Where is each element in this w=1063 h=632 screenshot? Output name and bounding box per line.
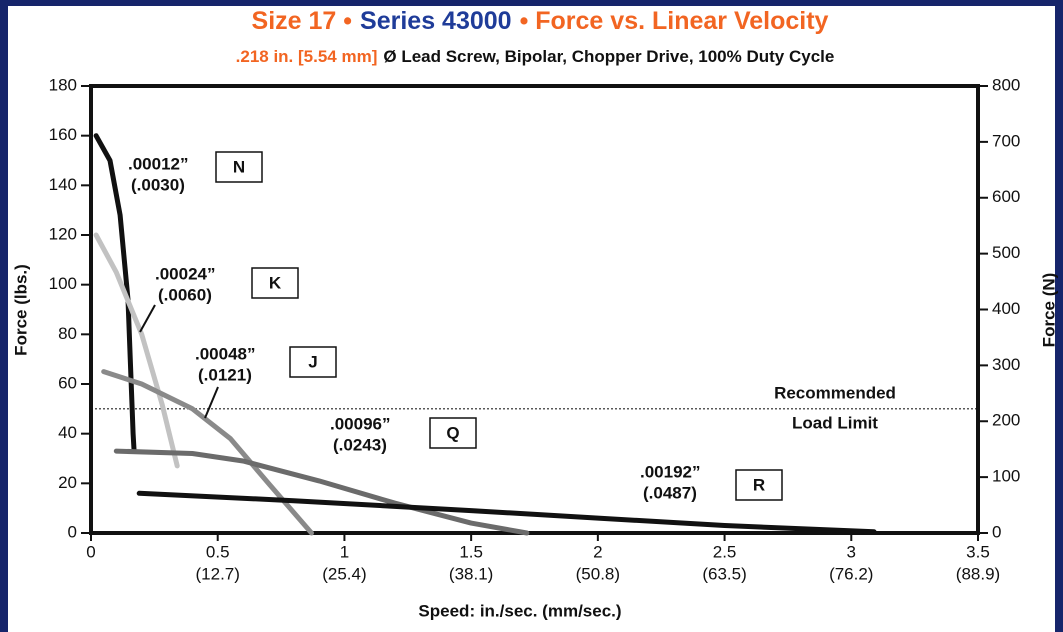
x-tick-mm-label: (63.5)	[702, 564, 746, 583]
y-tick-label: 60	[58, 373, 77, 392]
y2-tick-label: 500	[992, 243, 1020, 262]
series-lead-mm: (.0030)	[131, 175, 185, 194]
series-lead-mm: (.0060)	[158, 285, 212, 304]
legend-entry: R	[753, 475, 765, 494]
y-axis-label: Force (lbs.)	[11, 264, 30, 356]
y2-tick-label: 400	[992, 299, 1020, 318]
x-tick-mm-label: (76.2)	[829, 564, 873, 583]
x-tick-label: 0	[86, 542, 95, 561]
chart-title: Size 17 • Series 43000 • Force vs. Linear …	[252, 7, 829, 35]
x-tick-label: 0.5	[206, 542, 230, 561]
y-tick-label: 180	[49, 75, 77, 94]
series-line	[101, 369, 314, 536]
y2-tick-label: 200	[992, 411, 1020, 430]
y-tick-label: 120	[49, 224, 77, 243]
series-line	[93, 232, 180, 469]
series-lead: .00048”	[195, 344, 256, 363]
x-tick-mm-label: (88.9)	[956, 564, 1000, 583]
series-lead-mm: (.0121)	[198, 365, 252, 384]
title-part: • Force vs. Linear Velocity	[520, 7, 829, 35]
y-tick-label: 0	[68, 522, 77, 541]
series-lead-mm: (.0243)	[333, 435, 387, 454]
series-lead: .00012”	[128, 154, 189, 173]
series-lead-mm: (.0487)	[643, 483, 697, 502]
background	[8, 6, 1055, 632]
y2-axis-label: Force (N)	[1039, 273, 1058, 348]
legend-box	[215, 151, 263, 183]
x-tick-mm-label: (50.8)	[576, 564, 620, 583]
x-tick-label: 1.5	[459, 542, 483, 561]
x-tick-label: 1	[340, 542, 349, 561]
y2-tick-label: 0	[992, 522, 1001, 541]
legend-box	[251, 267, 299, 299]
legend-entry: N	[233, 157, 245, 176]
legend-box	[735, 469, 783, 501]
series-line	[113, 448, 530, 536]
x-tick-label: 3	[847, 542, 856, 561]
y2-tick-label: 300	[992, 355, 1020, 374]
reference-label: Load Limit	[792, 413, 878, 432]
y-tick-label: 80	[58, 324, 77, 343]
chart-subtitle: .218 in. [5.54 mm] Ø Lead Screw, Bipolar,…	[236, 47, 835, 66]
series-lead: .00192”	[640, 462, 701, 481]
title-part: Series 43000	[360, 7, 512, 35]
y-tick-label: 40	[58, 423, 77, 442]
title-part: Size 17 •	[252, 7, 352, 35]
x-axis-label: Speed: in./sec. (mm/sec.)	[418, 601, 621, 620]
legend-box	[429, 417, 477, 449]
x-tick-label: 2	[593, 542, 602, 561]
x-tick-mm-label: (38.1)	[449, 564, 493, 583]
y2-tick-label: 600	[992, 187, 1020, 206]
legend-entry: Q	[446, 423, 459, 442]
y-tick-label: 100	[49, 274, 77, 293]
legend-box	[289, 346, 337, 378]
y-tick-label: 140	[49, 175, 77, 194]
leader-line	[139, 304, 156, 333]
x-tick-label: 2.5	[713, 542, 737, 561]
series-lead: .00024”	[155, 264, 216, 283]
x-tick-mm-label: (12.7)	[196, 564, 240, 583]
subtitle-part: Ø Lead Screw, Bipolar, Chopper Drive, 10…	[383, 47, 834, 66]
series-lead: .00096”	[330, 414, 391, 433]
leader-line	[204, 386, 219, 419]
legend-entry: K	[269, 273, 282, 292]
y2-tick-label: 700	[992, 131, 1020, 150]
subtitle-part: .218 in. [5.54 mm]	[236, 47, 378, 66]
y-tick-label: 20	[58, 473, 77, 492]
reference-label: Recommended	[774, 383, 896, 402]
series-line	[93, 133, 137, 454]
x-tick-label: 3.5	[966, 542, 990, 561]
y2-tick-label: 100	[992, 467, 1020, 486]
series-line	[136, 490, 877, 535]
x-tick-mm-label: (25.4)	[322, 564, 366, 583]
legend-entry: J	[308, 352, 317, 371]
y-tick-label: 160	[49, 125, 77, 144]
y2-tick-label: 800	[992, 75, 1020, 94]
